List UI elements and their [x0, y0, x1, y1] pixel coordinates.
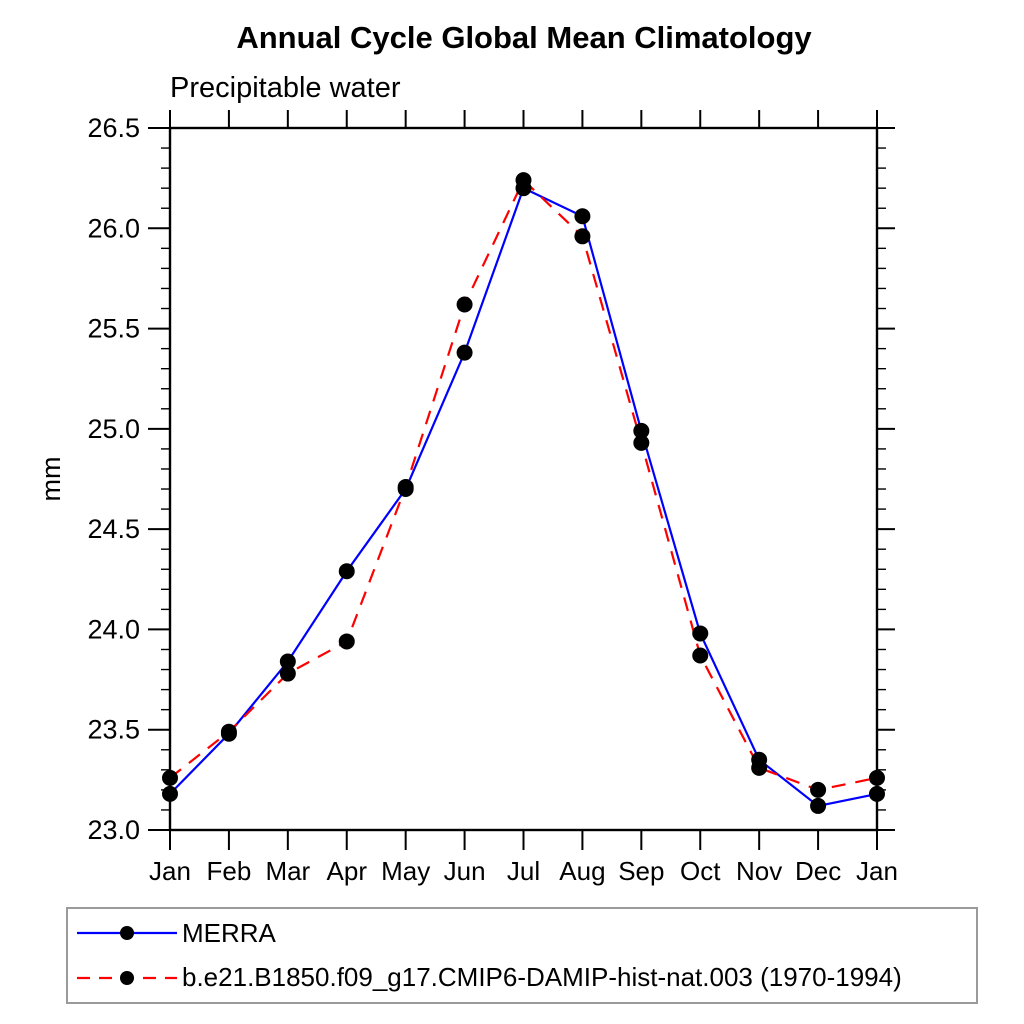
- data-point-marker: [456, 296, 473, 313]
- x-tick-label: Sep: [618, 856, 664, 886]
- x-tick-label: Jun: [444, 856, 486, 886]
- data-point-marker: [279, 665, 296, 682]
- legend-label-model: b.e21.B1850.f09_g17.CMIP6-DAMIP-hist-nat…: [182, 962, 902, 993]
- legend-box: MERRA b.e21.B1850.f09_g17.CMIP6-DAMIP-hi…: [66, 907, 978, 1004]
- y-tick-label: 24.5: [87, 514, 140, 544]
- data-point-marker: [869, 785, 885, 802]
- x-tick-label: Feb: [207, 856, 252, 886]
- chart-subtitle: Precipitable water: [170, 72, 401, 104]
- data-point-marker: [456, 344, 473, 361]
- series-line-1: [169, 178, 878, 792]
- data-point-marker: [574, 228, 591, 245]
- data-point-marker: [869, 769, 885, 786]
- x-tick-label: Aug: [559, 856, 605, 886]
- data-point-marker: [633, 434, 650, 451]
- y-tick-label: 25.5: [87, 314, 140, 344]
- data-point-marker: [397, 479, 414, 496]
- x-tick-label: Jan: [149, 856, 191, 886]
- plot-frame: [168, 126, 879, 832]
- data-point-marker: [751, 759, 768, 776]
- x-tick-label: Nov: [736, 856, 782, 886]
- data-point-marker: [338, 633, 355, 650]
- data-point-marker: [810, 797, 827, 814]
- legend-item-model: b.e21.B1850.f09_g17.CMIP6-DAMIP-hist-nat…: [72, 957, 976, 999]
- series-line-0: [169, 186, 878, 808]
- x-tick-label: Dec: [795, 856, 841, 886]
- y-tick-label: 23.0: [87, 815, 140, 845]
- data-point-marker: [162, 785, 178, 802]
- legend-line-merra-icon: [77, 926, 177, 941]
- data-point-marker: [338, 563, 355, 580]
- data-point-marker: [515, 172, 532, 189]
- data-point-marker: [162, 769, 178, 786]
- data-point-marker: [633, 422, 650, 439]
- y-tick-label: 26.0: [87, 213, 140, 243]
- chart-title: Annual Cycle Global Mean Climatology: [236, 20, 812, 55]
- y-tick-label: 24.0: [87, 614, 140, 644]
- data-point-marker: [692, 647, 709, 664]
- data-point-marker: [220, 723, 237, 740]
- y-tick-label: 25.0: [87, 414, 140, 444]
- data-point-marker: [692, 625, 709, 642]
- x-tick-label: Mar: [265, 856, 310, 886]
- x-tick-label: Jul: [507, 856, 540, 886]
- legend-label-merra: MERRA: [182, 917, 276, 948]
- data-point-marker: [279, 653, 296, 670]
- x-tick-label: May: [381, 856, 430, 886]
- x-tick-label: Oct: [680, 856, 721, 886]
- data-point-marker: [574, 208, 591, 225]
- data-point-marker: [810, 781, 827, 798]
- legend-line-model-icon: [77, 970, 177, 985]
- x-tick-label: Jan: [856, 856, 898, 886]
- x-tick-label: Apr: [327, 856, 368, 886]
- y-tick-label: 23.5: [87, 715, 140, 745]
- legend-item-merra: MERRA: [72, 912, 976, 954]
- y-tick-label: 26.5: [87, 113, 140, 143]
